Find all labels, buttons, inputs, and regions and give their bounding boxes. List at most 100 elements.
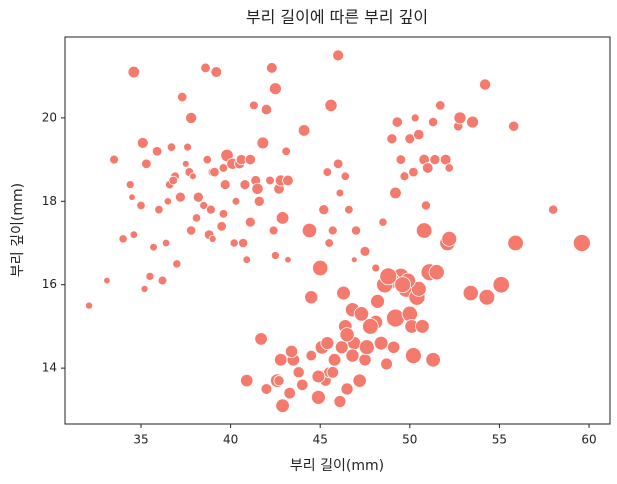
point [177, 91, 188, 103]
point [284, 344, 299, 359]
point [327, 225, 338, 236]
point [186, 225, 197, 236]
point [284, 255, 292, 264]
point [344, 204, 354, 215]
point [251, 182, 264, 195]
plot-frame [64, 36, 611, 425]
point [399, 171, 410, 182]
point [479, 78, 492, 91]
point [425, 352, 441, 368]
point [320, 336, 335, 350]
point [168, 175, 178, 186]
point [359, 245, 371, 257]
point [181, 159, 190, 168]
point [209, 166, 220, 178]
point [413, 128, 425, 141]
point [199, 201, 209, 210]
point [332, 158, 344, 170]
point [163, 197, 173, 206]
point [334, 340, 349, 355]
point [362, 318, 379, 335]
point [200, 62, 211, 74]
point [466, 115, 479, 129]
point [335, 188, 345, 198]
point [311, 389, 326, 405]
chart-title: 부리 길이에 따른 부리 깊이 [246, 8, 428, 27]
point [260, 103, 273, 116]
point [242, 255, 251, 264]
point [507, 234, 524, 252]
y-tick-label: 20 [42, 110, 57, 124]
y-tick-label: 18 [42, 194, 57, 208]
point [149, 242, 158, 252]
point [210, 66, 223, 78]
point [420, 200, 431, 211]
point [192, 191, 204, 203]
point [260, 383, 273, 395]
point [109, 154, 120, 165]
point [478, 288, 496, 306]
x-tick-label: 40 [223, 433, 238, 447]
point [231, 196, 241, 206]
point [305, 349, 317, 362]
point [136, 137, 149, 149]
point [161, 238, 171, 248]
point [358, 353, 372, 367]
point [408, 166, 419, 178]
point [312, 259, 329, 277]
point [265, 175, 275, 186]
point [332, 49, 345, 62]
point [395, 154, 407, 165]
point [157, 275, 168, 286]
point [125, 180, 135, 190]
point [428, 117, 439, 128]
point [339, 327, 355, 343]
point [127, 65, 141, 79]
point [350, 256, 358, 264]
point [202, 154, 212, 165]
point [270, 251, 280, 261]
point [387, 340, 401, 354]
point [389, 186, 402, 200]
point [324, 98, 338, 112]
point [273, 375, 285, 387]
point [268, 225, 279, 236]
x-tick-label: 45 [313, 433, 328, 447]
point [219, 179, 231, 191]
point [244, 153, 256, 166]
point [218, 163, 229, 173]
point [254, 332, 268, 346]
point [244, 216, 256, 228]
point [327, 353, 342, 367]
x-tick-label: 60 [581, 433, 596, 447]
point [340, 171, 350, 181]
point [345, 348, 360, 363]
point [358, 339, 375, 356]
point [508, 120, 520, 132]
point [141, 158, 152, 170]
point [297, 124, 311, 137]
point [386, 308, 405, 328]
point [275, 211, 290, 225]
point [183, 142, 192, 152]
point [415, 222, 433, 239]
point [266, 62, 278, 74]
point [311, 369, 326, 384]
point [269, 82, 282, 96]
point [441, 230, 458, 247]
point [172, 259, 182, 269]
point [322, 167, 333, 177]
point [386, 133, 398, 145]
point [229, 238, 239, 248]
point [282, 174, 294, 187]
point [353, 306, 370, 322]
x-axis-label: 부리 길이(mm) [290, 458, 384, 474]
point [404, 347, 422, 365]
point [240, 373, 254, 388]
point [216, 221, 227, 232]
point [129, 230, 139, 239]
point [136, 200, 146, 211]
point [274, 353, 288, 367]
point [404, 133, 416, 145]
point [444, 163, 454, 173]
